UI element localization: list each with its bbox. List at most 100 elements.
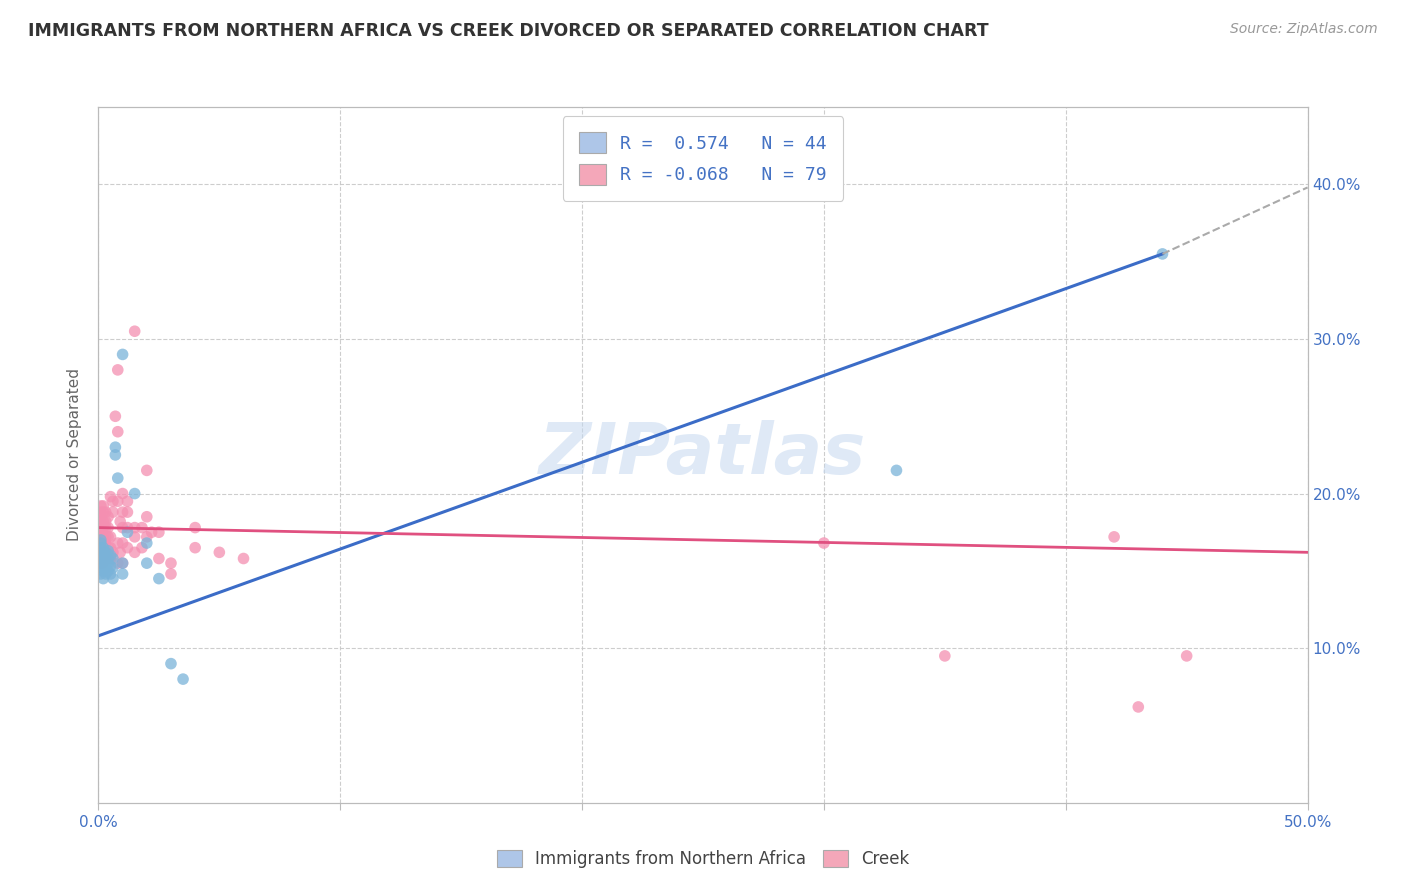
- Point: [97, 543, 120, 558]
- Point: [117, 494, 139, 508]
- Point: [90, 556, 112, 570]
- Point: [94, 556, 117, 570]
- Point: [97, 549, 120, 563]
- Point: [90, 536, 112, 550]
- Point: [111, 486, 134, 500]
- Point: [131, 520, 153, 534]
- Point: [90, 551, 112, 566]
- Point: [160, 556, 183, 570]
- Point: [94, 545, 117, 559]
- Point: [90, 549, 112, 563]
- Point: [100, 530, 122, 544]
- Point: [94, 515, 117, 529]
- Point: [108, 545, 131, 559]
- Point: [90, 536, 112, 550]
- Point: [97, 556, 120, 570]
- Point: [813, 536, 835, 550]
- Point: [104, 409, 127, 424]
- Point: [97, 541, 120, 555]
- Point: [100, 549, 122, 563]
- Point: [117, 525, 139, 540]
- Point: [101, 561, 124, 575]
- Text: Source: ZipAtlas.com: Source: ZipAtlas.com: [1230, 22, 1378, 37]
- Point: [90, 556, 112, 570]
- Point: [208, 545, 231, 559]
- Point: [124, 520, 146, 534]
- Point: [94, 549, 117, 563]
- Point: [90, 533, 112, 547]
- Point: [90, 545, 112, 559]
- Point: [90, 505, 112, 519]
- Point: [104, 448, 127, 462]
- Point: [91, 515, 114, 529]
- Point: [97, 551, 120, 566]
- Point: [111, 566, 134, 581]
- Point: [108, 515, 131, 529]
- Point: [97, 564, 120, 578]
- Point: [90, 551, 112, 566]
- Y-axis label: Divorced or Separated: Divorced or Separated: [67, 368, 83, 541]
- Point: [107, 494, 129, 508]
- Point: [91, 541, 114, 555]
- Text: ZIPatlas: ZIPatlas: [540, 420, 866, 490]
- Point: [160, 566, 183, 581]
- Point: [90, 561, 112, 575]
- Legend: Immigrants from Northern Africa, Creek: Immigrants from Northern Africa, Creek: [491, 843, 915, 874]
- Point: [135, 509, 157, 524]
- Point: [131, 541, 153, 555]
- Point: [111, 347, 134, 361]
- Point: [141, 525, 163, 540]
- Point: [107, 536, 129, 550]
- Point: [91, 549, 114, 563]
- Point: [107, 556, 129, 570]
- Point: [107, 363, 129, 377]
- Point: [1152, 247, 1174, 261]
- Point: [101, 551, 124, 566]
- Point: [90, 520, 112, 534]
- Point: [117, 520, 139, 534]
- Point: [100, 559, 122, 574]
- Point: [91, 520, 114, 534]
- Point: [886, 463, 908, 477]
- Point: [160, 657, 183, 671]
- Point: [101, 545, 124, 559]
- Point: [94, 530, 117, 544]
- Point: [124, 545, 146, 559]
- Point: [101, 494, 124, 508]
- Point: [91, 541, 114, 555]
- Point: [90, 545, 112, 559]
- Point: [94, 505, 117, 519]
- Point: [94, 566, 117, 581]
- Point: [94, 545, 117, 559]
- Point: [111, 520, 134, 534]
- Point: [90, 566, 112, 581]
- Point: [184, 520, 207, 534]
- Point: [232, 551, 254, 566]
- Point: [111, 556, 134, 570]
- Point: [135, 536, 157, 550]
- Point: [101, 505, 124, 519]
- Point: [172, 672, 194, 686]
- Point: [107, 425, 129, 439]
- Point: [90, 530, 112, 544]
- Point: [90, 515, 112, 529]
- Point: [1102, 530, 1125, 544]
- Point: [90, 525, 112, 540]
- Point: [94, 520, 117, 534]
- Point: [107, 471, 129, 485]
- Point: [100, 566, 122, 581]
- Point: [94, 536, 117, 550]
- Point: [100, 541, 122, 555]
- Point: [148, 572, 170, 586]
- Point: [124, 486, 146, 500]
- Point: [91, 505, 114, 519]
- Point: [100, 551, 122, 566]
- Point: [101, 572, 124, 586]
- Point: [111, 505, 134, 519]
- Point: [97, 530, 120, 544]
- Point: [135, 556, 157, 570]
- Point: [91, 564, 114, 578]
- Point: [111, 556, 134, 570]
- Point: [97, 520, 120, 534]
- Point: [934, 648, 956, 663]
